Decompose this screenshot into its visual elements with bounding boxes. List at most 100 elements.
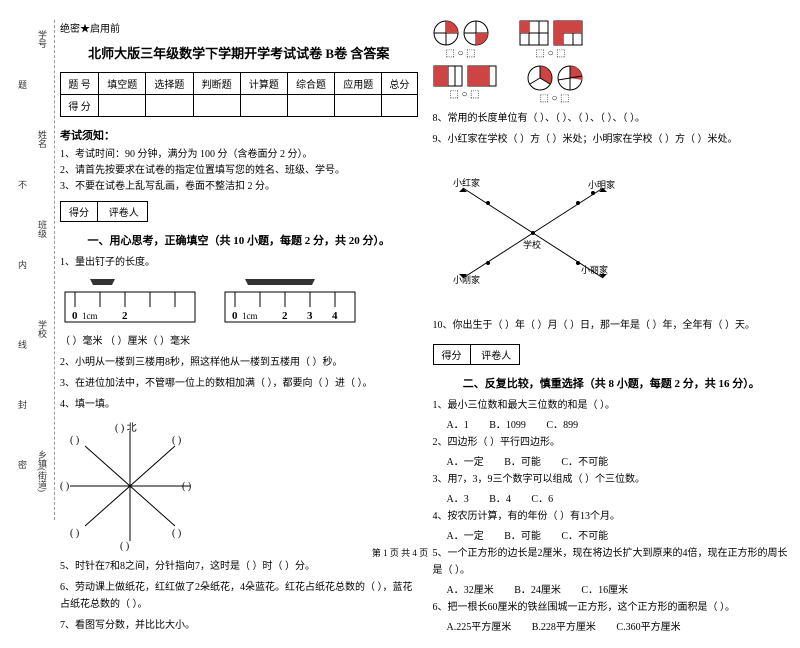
q3: 3、在进位加法中，不管哪一位上的数相加满（ ），都要向（ ）进（ ）。 — [60, 375, 418, 392]
circle-icon — [557, 65, 583, 91]
score-box-a: 得分 — [61, 202, 98, 221]
score-table: 题 号 填空题 选择题 判断题 计算题 综合题 应用题 总分 得 分 — [60, 72, 418, 117]
opt-a: A．3 — [447, 492, 469, 508]
svg-text:3: 3 — [307, 310, 313, 322]
frac-comp: ⬚ ○ ⬚ — [446, 48, 476, 59]
bind-label-3: 班级 — [36, 220, 49, 238]
p2q3-opts: A．3 B．4 C．6 — [447, 492, 791, 508]
opt-b: B．可能 — [504, 455, 541, 471]
th-3: 判断题 — [193, 73, 240, 95]
part2-title: 二、反复比较，慎重选择（共 8 小题，每题 2 分，共 16 分）。 — [433, 375, 791, 391]
q1-ans: （ ）毫米 （ ）厘米（ ）毫米 — [60, 333, 418, 350]
table-row: 得 分 — [61, 95, 418, 117]
bind-mark-5: 不 — [16, 180, 29, 189]
bind-label-5: 学号 — [36, 30, 49, 48]
opt-a: A．1 — [447, 418, 469, 434]
svg-text:小明家: 小明家 — [588, 179, 615, 190]
p2q2: 2、四边形（ ）平行四边形。 — [433, 434, 791, 451]
frac-grp-1: ⬚ ○ ⬚ — [433, 20, 489, 59]
opt-c: C．16厘米 — [581, 583, 628, 599]
bind-label-2: 学校 — [36, 320, 49, 338]
svg-text:0: 0 — [232, 310, 238, 322]
opt-c: C.360平方厘米 — [616, 620, 680, 636]
opt-a: A．一定 — [447, 455, 484, 471]
p2q6: 6、把一根长60厘米的铁丝围城一正方形，这个正方形的面积是（ ）。 — [433, 599, 791, 616]
q9: 9、小红家在学校（ ）方（ ）米处；小明家在学校（ ）方（ ）米处。 — [433, 131, 791, 148]
notice-3: 3、不要在试卷上乱写乱画，卷面不整洁扣 2 分。 — [60, 179, 418, 195]
svg-text:4: 4 — [332, 310, 338, 322]
circle-icon — [527, 65, 553, 91]
page-footer: 第 1 页 共 4 页 — [0, 546, 800, 559]
th-7: 总分 — [382, 73, 417, 95]
p2q4-opts: A．一定 B．可能 C．不可能 — [447, 529, 791, 545]
row-label: 得 分 — [61, 95, 99, 117]
opt-b: B．24厘米 — [514, 583, 561, 599]
frac-grp-4: ⬚ ○ ⬚ — [527, 65, 583, 104]
q10: 10、你出生于（ ）年（ ）月（ ）日，那一年是（ ）年，全年有（ ）天。 — [433, 317, 791, 334]
bind-mark-3: 线 — [16, 340, 29, 349]
svg-text:( ): ( ) — [172, 528, 181, 539]
bind-mark-4: 内 — [16, 260, 29, 269]
svg-text:( ): ( ) — [70, 528, 79, 539]
svg-text:小刚家: 小刚家 — [453, 274, 480, 285]
p2q6-opts: A.225平方厘米 B.228平方厘米 C.360平方厘米 — [447, 620, 791, 636]
opt-a: A.225平方厘米 — [447, 620, 512, 636]
svg-text:( ): ( ) — [172, 435, 181, 446]
q7: 7、看图写分数，并比比大小。 — [60, 617, 418, 634]
opt-c: C．不可能 — [561, 529, 608, 545]
ruler-2: 01cm234 — [220, 277, 360, 327]
svg-text:小丽家: 小丽家 — [581, 264, 608, 275]
svg-text:( ) 北: ( ) 北 — [115, 422, 137, 434]
ruler-1: 01cm2 — [60, 277, 200, 327]
svg-text:小红家: 小红家 — [453, 177, 480, 188]
svg-text:( ): ( ) — [70, 435, 79, 446]
score-box-a: 得分 — [434, 345, 471, 364]
q4: 4、填一填。 — [60, 396, 418, 413]
score-box-2: 得分 评卷人 — [433, 344, 521, 365]
score-box-1: 得分 评卷人 — [60, 201, 148, 222]
th-1: 填空题 — [99, 73, 146, 95]
th-5: 综合题 — [287, 73, 334, 95]
svg-text:2: 2 — [122, 310, 128, 322]
q2: 2、小明从一楼到三楼用8秒，照这样他从一楼到五楼用（ ）秒。 — [60, 354, 418, 371]
opt-b: B．4 — [489, 492, 511, 508]
p2q3: 3、用7，3，9三个数字可以组成（ ）个三位数。 — [433, 471, 791, 488]
notice-title: 考试须知： — [60, 127, 418, 143]
bind-label-1: 乡镇(街道) — [36, 450, 49, 492]
frac-comp: ⬚ ○ ⬚ — [450, 89, 480, 100]
circle-icon — [463, 20, 489, 46]
p2q1-opts: A．1 B．1099 C．899 — [447, 418, 791, 434]
svg-text:( ): ( ) — [60, 481, 69, 492]
fraction-row-1: ⬚ ○ ⬚ ⬚ ○ ⬚ — [433, 20, 791, 59]
frac-comp: ⬚ ○ ⬚ — [536, 48, 566, 59]
bind-mark-2: 封 — [16, 400, 29, 409]
th-2: 选择题 — [146, 73, 193, 95]
frac-grp-2: ⬚ ○ ⬚ — [519, 20, 583, 59]
frac-comp: ⬚ ○ ⬚ — [540, 93, 570, 104]
q5: 5、时针在7和8之间，分针指向7，这时是（ ）时（ ）分。 — [60, 558, 418, 575]
exam-title: 北师大版三年级数学下学期开学考试试卷 B卷 含答案 — [60, 43, 418, 62]
confidential-mark: 绝密★启用前 — [60, 20, 418, 35]
score-box-b: 评卷人 — [101, 202, 147, 221]
table-row: 题 号 填空题 选择题 判断题 计算题 综合题 应用题 总分 — [61, 73, 418, 95]
q8: 8、常用的长度单位有（ ）、（ ）、（ ）、（ ）、（ ）。 — [433, 110, 791, 127]
notice-1: 1、考试时间：90 分钟，满分为 100 分（含卷面分 2 分）。 — [60, 147, 418, 163]
q1: 1、量出钉子的长度。 — [60, 254, 418, 271]
p2q1: 1、最小三位数和最大三位数的和是（ ）。 — [433, 397, 791, 414]
opt-b: B．可能 — [504, 529, 541, 545]
part1-title: 一、用心思考，正确填空（共 10 小题，每题 2 分，共 20 分）。 — [60, 232, 418, 248]
opt-a: A．一定 — [447, 529, 484, 545]
direction-diagram: 学校 小明家 小红家 小丽家 小刚家 — [433, 158, 633, 308]
instructions: 1、考试时间：90 分钟，满分为 100 分（含卷面分 2 分）。 2、请首先按… — [60, 147, 418, 195]
compass-diagram: ( ) 北 ( ) ( ) ( ) ( ) ( ) ( ) ( ) — [60, 421, 200, 551]
circle-icon — [433, 20, 459, 46]
opt-c: C．6 — [531, 492, 553, 508]
q6: 6、劳动课上做纸花，红红做了2朵纸花，4朵蓝花。红花占纸花总数的（ ），蓝花占纸… — [60, 579, 418, 613]
bind-mark-7: 题 — [16, 80, 29, 89]
p2q2-opts: A．一定 B．可能 C．不可能 — [447, 455, 791, 471]
opt-b: B．1099 — [489, 418, 526, 434]
frac-grp-3: ⬚ ○ ⬚ — [433, 65, 497, 104]
score-box-b: 评卷人 — [473, 345, 519, 364]
opt-c: C．不可能 — [561, 455, 608, 471]
th-0: 题 号 — [61, 73, 99, 95]
